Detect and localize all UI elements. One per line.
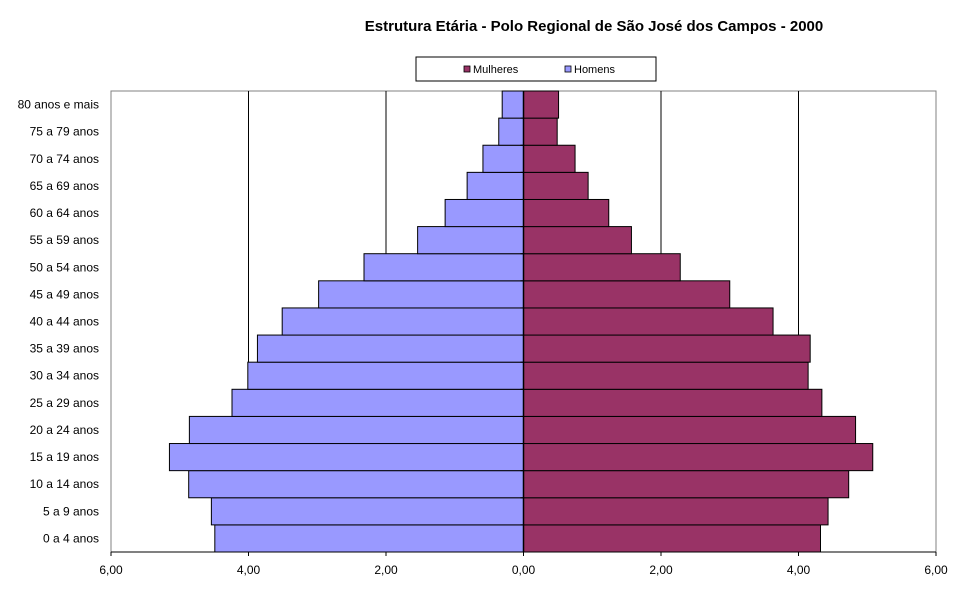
y-tick-label: 30 a 34 anos	[30, 369, 99, 383]
y-tick-label: 10 a 14 anos	[30, 477, 99, 491]
y-tick-label: 40 a 44 anos	[30, 315, 99, 329]
bar-homens-0-a-4-anos	[214, 524, 524, 553]
y-tick-label: 80 anos e mais	[18, 98, 99, 112]
y-tick-label: 45 a 49 anos	[30, 287, 99, 301]
bar-homens-40-a-44-anos	[281, 307, 524, 336]
y-tick-labels: 0 a 4 anos 5 a 9 anos 10 a 14 anos 15 a 19 …	[18, 98, 99, 546]
bar-mulheres-25-a-29-anos	[523, 388, 823, 417]
bar-mulheres-55-a-59-anos	[523, 226, 632, 255]
x-tick-label: 6,00	[924, 563, 948, 577]
bar-mulheres-40-a-44-anos	[523, 307, 774, 336]
bar-homens-70-a-74-anos	[482, 144, 524, 173]
bar-homens-80-anos-e-mais	[501, 90, 524, 119]
bar-mulheres-10-a-14-anos	[523, 470, 850, 499]
y-tick-label: 55 a 59 anos	[30, 233, 99, 247]
bar-mulheres-80-anos-e-mais	[523, 90, 560, 119]
bar-homens-45-a-49-anos	[318, 280, 524, 309]
y-tick-label: 50 a 54 anos	[30, 260, 99, 274]
axes	[110, 90, 937, 556]
bar-homens-5-a-9-anos	[210, 497, 524, 526]
bar-homens-15-a-19-anos	[168, 443, 524, 472]
bar-mulheres-70-a-74-anos	[523, 144, 576, 173]
legend-swatch-mulheres	[463, 65, 471, 73]
legend-swatch-homens	[564, 65, 572, 73]
bar-mulheres-20-a-24-anos	[523, 415, 857, 445]
y-tick-label: 5 a 9 anos	[43, 504, 99, 518]
x-tick-label: 4,00	[237, 563, 261, 577]
y-tick-label: 0 a 4 anos	[43, 531, 99, 545]
bar-mulheres-50-a-54-anos	[523, 253, 681, 282]
bar-homens-65-a-69-anos	[466, 171, 524, 200]
bar-homens-50-a-54-anos	[363, 253, 524, 282]
y-tick-label: 15 a 19 anos	[30, 450, 99, 464]
y-tick-label: 35 a 39 anos	[30, 342, 99, 356]
bar-homens-55-a-59-anos	[417, 226, 524, 255]
bar-homens-20-a-24-anos	[188, 415, 524, 445]
chart-title: Estrutura Etária - Polo Regional de São …	[365, 18, 823, 35]
x-tick-label: 2,00	[374, 563, 398, 577]
legend-label-mulheres: Mulheres	[473, 64, 519, 76]
legend-label-homens: Homens	[574, 64, 615, 76]
bar-mulheres-75-a-79-anos	[523, 117, 558, 146]
bar-homens-35-a-39-anos	[256, 334, 524, 363]
x-tick-label: 4,00	[787, 563, 811, 577]
bar-mulheres-65-a-69-anos	[523, 171, 589, 200]
x-tick-labels: 6,00 4,00 2,00 0,00 2,00 4,00 6,00	[99, 563, 948, 577]
y-tick-label: 20 a 24 anos	[30, 423, 99, 437]
y-tick-label: 75 a 79 anos	[30, 125, 99, 139]
bar-mulheres-35-a-39-anos	[523, 334, 811, 363]
bar-mulheres-15-a-19-anos	[523, 443, 874, 472]
bars	[168, 90, 874, 553]
bar-homens-30-a-34-anos	[247, 361, 524, 390]
x-tick-label: 0,00	[512, 563, 536, 577]
bar-mulheres-45-a-49-anos	[523, 280, 731, 309]
legend-box	[415, 56, 657, 82]
bar-mulheres-0-a-4-anos	[523, 524, 821, 553]
bar-homens-10-a-14-anos	[188, 470, 524, 499]
x-tick-label: 2,00	[649, 563, 673, 577]
y-tick-label: 70 a 74 anos	[30, 152, 99, 166]
legend: Mulheres Homens	[415, 56, 657, 82]
y-tick-label: 65 a 69 anos	[30, 179, 99, 193]
bar-mulheres-5-a-9-anos	[523, 497, 829, 526]
x-tick-label: 6,00	[99, 563, 123, 577]
y-tick-label: 60 a 64 anos	[30, 206, 99, 220]
bar-homens-60-a-64-anos	[444, 198, 524, 228]
bar-homens-25-a-29-anos	[231, 388, 524, 417]
bar-homens-75-a-79-anos	[498, 117, 524, 146]
y-tick-label: 25 a 29 anos	[30, 396, 99, 410]
bar-mulheres-30-a-34-anos	[523, 361, 809, 390]
bar-mulheres-60-a-64-anos	[523, 198, 610, 228]
